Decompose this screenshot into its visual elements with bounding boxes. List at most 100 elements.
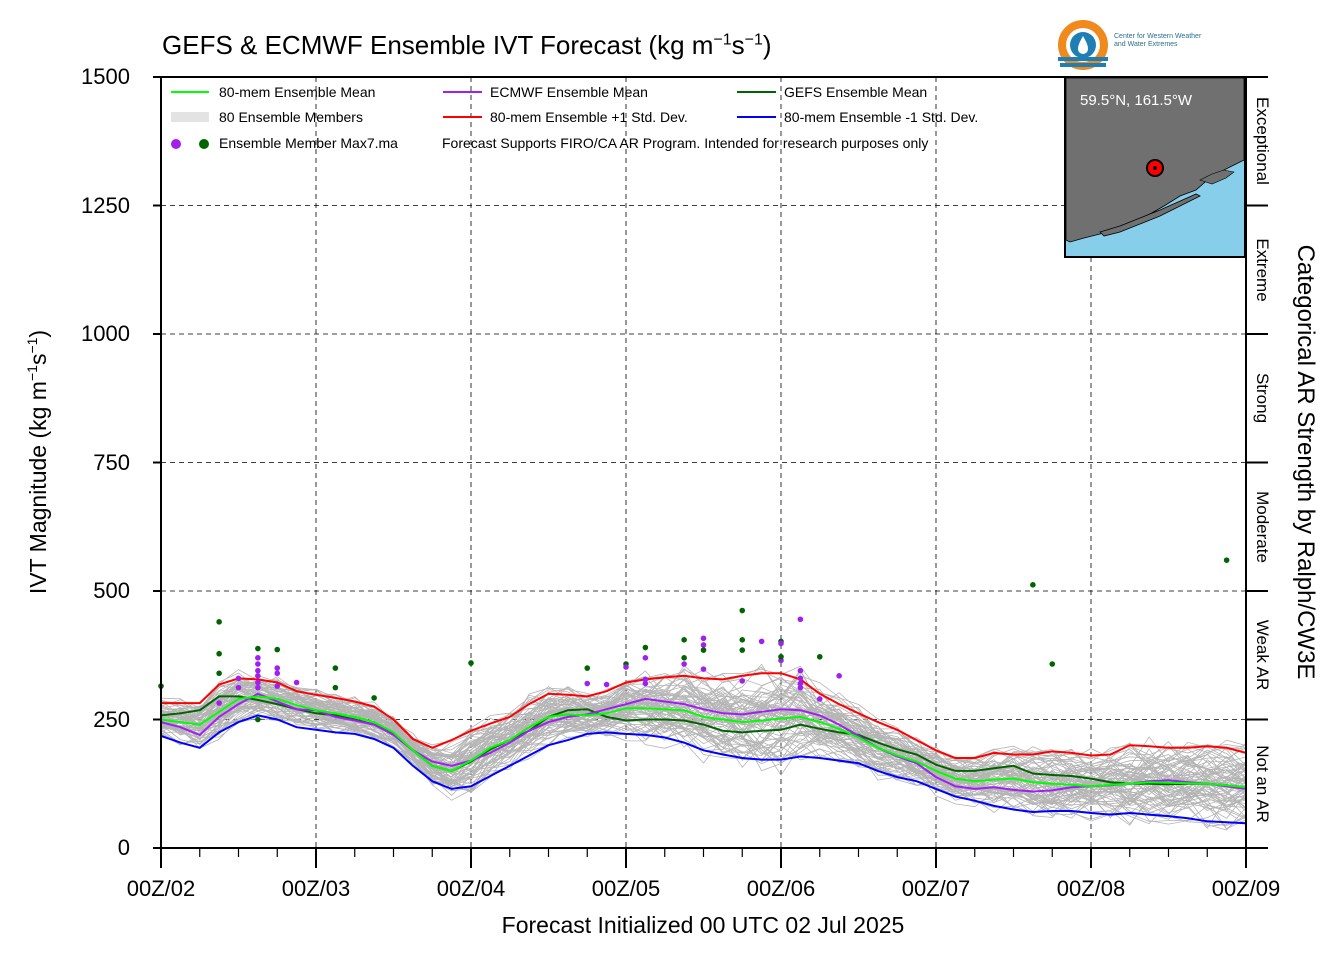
legend-mean80: 80-mem Ensemble Mean xyxy=(219,84,376,100)
max-marker xyxy=(235,675,242,682)
logo-drop xyxy=(1078,36,1088,54)
ensemble-member-line xyxy=(160,693,1247,796)
y-tick-label: 1250 xyxy=(81,192,130,218)
max-marker xyxy=(700,666,707,672)
y-tick-label: 0 xyxy=(117,835,130,860)
ensemble-member-line xyxy=(161,708,1247,819)
ensemble-member-line xyxy=(160,676,1247,778)
max-marker xyxy=(1223,557,1230,563)
legend-swatch-gefs-dot xyxy=(199,139,209,149)
max-marker xyxy=(816,696,823,702)
legend-plus-sd: 80-mem Ensemble +1 Std. Dev. xyxy=(490,109,688,125)
y-tick-label: 250 xyxy=(93,706,130,732)
logo-wave-1 xyxy=(1058,57,1108,61)
max-marker xyxy=(255,679,261,686)
max-marker xyxy=(332,684,339,691)
max-marker xyxy=(681,637,687,643)
max-marker xyxy=(332,665,339,671)
chart-title: GEFS & ECMWF Ensemble IVT Forecast (kg m… xyxy=(162,30,772,60)
max-marker xyxy=(255,667,261,674)
max-marker xyxy=(681,661,687,667)
legend-max: Ensemble Member Max7.ma xyxy=(219,135,398,151)
series-line xyxy=(160,714,1247,825)
max-marker xyxy=(255,661,261,667)
max-marker xyxy=(739,647,746,653)
x-axis-label: Forecast Initialized 00 UTC 02 Jul 2025 xyxy=(501,912,905,938)
series-line xyxy=(160,695,1247,789)
max-marker xyxy=(739,607,746,614)
series-lines xyxy=(160,672,1247,825)
ensemble-member-line xyxy=(160,663,1247,773)
max-marker xyxy=(255,645,261,652)
legend-note: Forecast Supports FIRO/CA AR Program. In… xyxy=(442,135,929,151)
max-marker xyxy=(216,700,222,706)
max-marker xyxy=(274,670,281,677)
max-marker xyxy=(700,642,707,648)
series-line xyxy=(161,672,1247,759)
y-tick-label: 500 xyxy=(93,578,130,603)
x-tick-label: 00Z/06 xyxy=(746,876,816,901)
y-tick-label: 750 xyxy=(93,449,130,475)
max-marker xyxy=(642,644,649,651)
logo-wave-2 xyxy=(1060,63,1106,67)
max-marker xyxy=(216,650,222,657)
max-marker xyxy=(255,673,261,679)
x-tick-label: 00Z/05 xyxy=(591,876,661,901)
category-label: Exceptional xyxy=(1253,97,1272,186)
max-marker xyxy=(274,683,281,689)
max-marker xyxy=(797,675,804,682)
ensemble-member-line xyxy=(160,710,1247,816)
category-label: Strong xyxy=(1253,373,1272,424)
max-marker xyxy=(1049,661,1056,667)
ensemble-member-line xyxy=(160,666,1247,775)
location-map xyxy=(1064,76,1246,258)
x-tick-label: 00Z/02 xyxy=(126,876,196,901)
series-line xyxy=(160,692,1247,793)
y-tick-label: 1500 xyxy=(81,64,130,89)
max-marker xyxy=(758,638,765,645)
ensemble-member-line xyxy=(160,676,1247,779)
map-peninsula xyxy=(1099,193,1201,237)
max-marker xyxy=(371,695,377,701)
series-line xyxy=(160,695,1247,789)
ensemble-member-line xyxy=(160,694,1247,795)
max-marker xyxy=(623,664,629,670)
max-marker xyxy=(797,680,804,687)
ensemble-member-line xyxy=(160,682,1247,787)
ensemble-member-line xyxy=(160,665,1247,767)
location-marker-center xyxy=(1153,166,1157,170)
category-label: Extreme xyxy=(1253,238,1272,302)
legend-ecmwf-mean: ECMWF Ensemble Mean xyxy=(490,84,648,100)
max-marker xyxy=(836,673,842,679)
x-tick-label: 00Z/09 xyxy=(1211,876,1281,901)
x-tick-label: 00Z/04 xyxy=(436,876,506,901)
max-marker xyxy=(216,619,222,625)
cw3e-logo-icon xyxy=(1058,20,1108,70)
y-axis-label: IVT Magnitude (kg m−1s−1) xyxy=(24,329,51,595)
max-marker xyxy=(293,679,300,686)
logo-text: Center for Western Weather and Water Extr… xyxy=(1114,33,1202,48)
ensemble-member-line xyxy=(160,706,1247,830)
max-marker xyxy=(274,646,281,653)
x-tick-label: 00Z/03 xyxy=(281,876,351,901)
category-axis-label: Categorical AR Strength by Ralph/CW3E xyxy=(1292,244,1319,680)
max-marker xyxy=(797,667,804,674)
ensemble-member-line xyxy=(160,707,1247,827)
max-marker xyxy=(797,684,804,691)
max-marker xyxy=(255,716,261,723)
x-tick-label: 00Z/08 xyxy=(1056,876,1126,901)
max-marker xyxy=(235,684,242,691)
max-marker xyxy=(584,680,591,687)
max-marker xyxy=(216,670,222,677)
legend-members: 80 Ensemble Members xyxy=(219,109,363,125)
max-marker xyxy=(700,635,707,642)
map-island xyxy=(1199,169,1235,185)
legend-swatches xyxy=(171,91,776,149)
max-marker xyxy=(739,678,746,684)
location-label: 59.5°N, 161.5°W xyxy=(1080,92,1193,109)
max-marker xyxy=(642,655,649,661)
max-marker xyxy=(739,637,746,643)
max-marker xyxy=(1030,582,1036,588)
max-marker xyxy=(468,660,474,666)
